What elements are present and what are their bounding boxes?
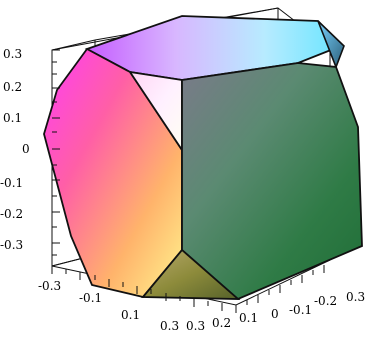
z-tick-label: 0.1 — [3, 111, 22, 125]
right-tick-label: 0.2 — [212, 316, 231, 330]
right-tick-label: 0.3 — [186, 319, 205, 333]
front-tick-label: -0.3 — [38, 279, 61, 293]
right-axis-ticks — [235, 265, 325, 313]
right-face — [181, 62, 363, 301]
right-tick-label: 0 — [271, 307, 279, 321]
right-tick-label: -0.2 — [314, 294, 337, 308]
upper-right-face — [317, 20, 345, 70]
z-tick-label: -0.2 — [0, 207, 23, 221]
right-tick-label: 0.1 — [239, 311, 258, 325]
front-axis-ticks — [51, 266, 223, 311]
z-axis-labels: 0.3 0.2 0.1 0 -0.1 -0.2 -0.3 — [0, 47, 30, 252]
z-tick-label: -0.1 — [0, 176, 23, 190]
color-solid — [43, 15, 363, 301]
front-tick-label: 0.3 — [160, 319, 179, 333]
z-tick-label: -0.3 — [0, 238, 23, 252]
front-tick-label: 0.1 — [121, 308, 140, 322]
front-tick-label: -0.1 — [79, 291, 102, 305]
right-axis-labels: 0.3 0.2 0.1 0 -0.1 -0.2 0.3 — [186, 290, 365, 333]
z-tick-label: 0.3 — [3, 47, 22, 61]
z-tick-label: 0 — [22, 142, 30, 156]
z-axis-ticks — [52, 49, 60, 256]
front-axis-labels: -0.3 -0.1 0.1 0.3 — [38, 279, 179, 333]
lower-face — [141, 248, 241, 300]
right-tick-label: 0.3 — [346, 290, 365, 304]
right-tick-label: -0.1 — [289, 303, 312, 317]
z-tick-label: 0.2 — [3, 80, 22, 94]
